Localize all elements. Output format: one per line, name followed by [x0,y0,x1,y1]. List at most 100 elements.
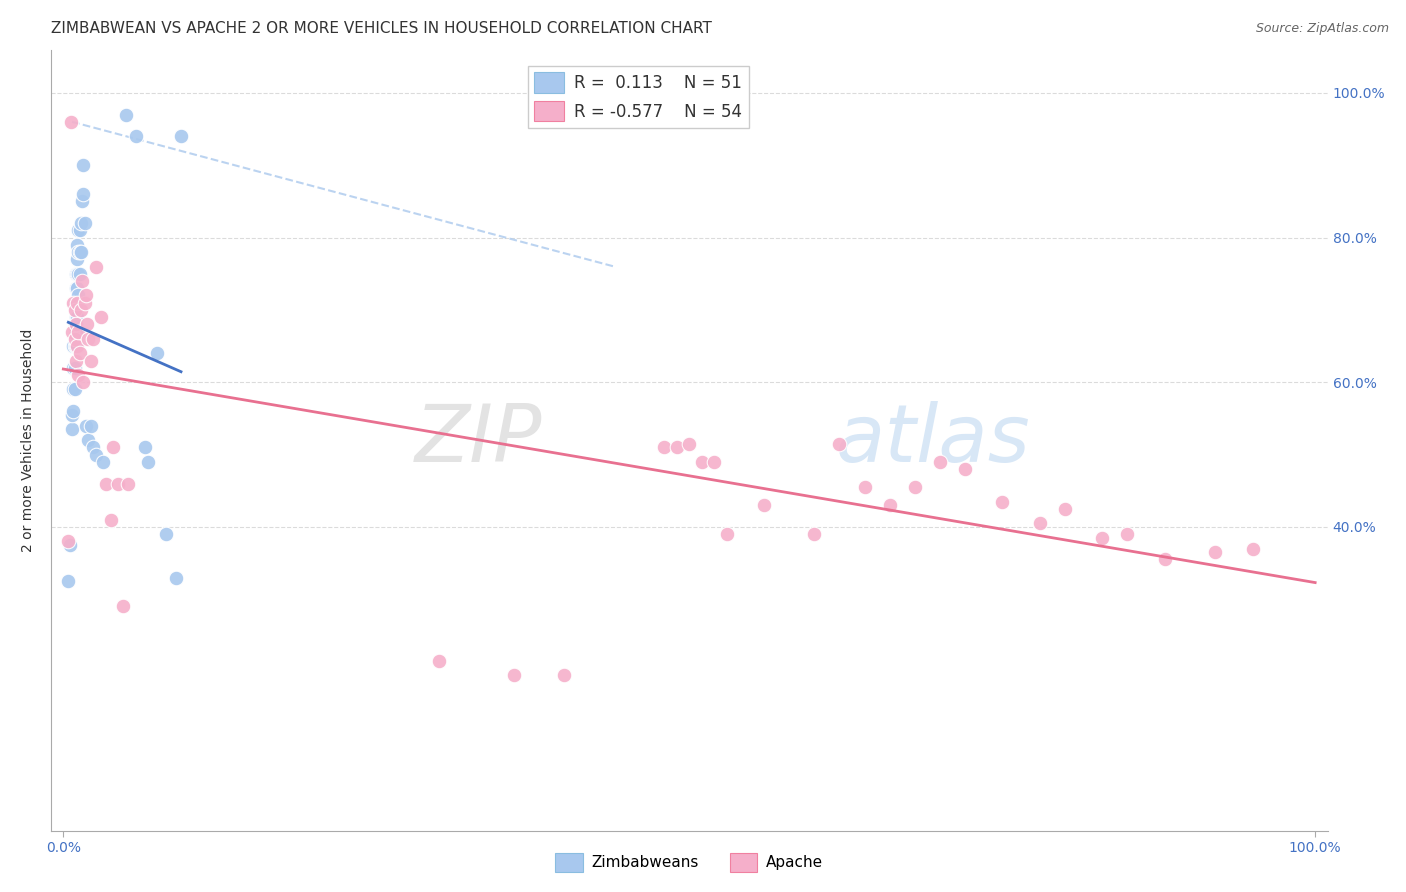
Point [879,498,901,512]
Point [67,245,90,260]
Point [155,527,177,541]
Point [72,187,94,202]
Point [76,318,98,332]
Point [72,158,94,172]
Point [117,476,139,491]
Point [80,353,103,368]
Point [67,267,90,281]
Point [503,668,526,682]
Point [67,368,90,382]
Point [60,422,83,436]
Point [84,260,107,274]
Point [63,383,86,397]
Point [953,462,976,476]
Point [93,455,115,469]
Point [165,570,187,584]
Point [107,476,129,491]
Point [67,288,90,302]
Point [991,494,1014,508]
Point [70,194,93,209]
Point [66,252,89,267]
Point [1204,545,1226,559]
Point [115,107,138,121]
Point [65,267,87,281]
Point [63,360,86,375]
Point [138,455,160,469]
Point [58,534,80,549]
Point [70,216,93,230]
Point [1053,501,1076,516]
Point [100,513,122,527]
Point [70,274,93,288]
Point [652,441,675,455]
Point [58,574,80,589]
Point [90,310,112,325]
Point [690,455,713,469]
Text: atlas: atlas [837,401,1031,479]
Point [58,538,80,552]
Point [65,339,87,353]
Point [62,383,84,397]
Point [1116,527,1139,541]
Point [1154,552,1177,566]
Point [903,480,925,494]
Point [75,418,97,433]
Point [66,295,89,310]
Point [94,476,117,491]
Point [1029,516,1052,531]
Point [112,599,135,614]
Point [703,455,725,469]
Point [69,245,91,260]
Point [73,216,96,230]
Point [62,404,84,418]
Point [69,346,91,360]
Point [63,332,86,346]
Point [60,408,83,422]
Point [125,129,148,144]
Point [62,339,84,353]
Point [65,353,87,368]
Point [67,325,90,339]
Point [853,480,876,494]
Point [66,267,89,281]
Point [66,281,89,295]
Point [65,281,87,295]
Point [170,129,193,144]
Point [828,436,851,450]
Point [82,441,104,455]
Point [77,332,100,346]
Point [77,433,100,447]
Point [1241,541,1264,556]
Point [146,346,169,360]
Text: Source: ZipAtlas.com: Source: ZipAtlas.com [1256,22,1389,36]
Point [66,237,89,252]
Point [65,318,87,332]
Point [1091,531,1114,545]
Point [69,267,91,281]
Point [553,668,575,682]
Point [59,115,82,129]
Point [67,223,90,237]
Point [427,654,450,668]
Point [73,295,96,310]
Text: ZIP: ZIP [415,401,543,479]
Text: ZIMBABWEAN VS APACHE 2 OR MORE VEHICLES IN HOUSEHOLD CORRELATION CHART: ZIMBABWEAN VS APACHE 2 OR MORE VEHICLES … [51,21,711,36]
Point [665,441,688,455]
Point [63,339,86,353]
Point [62,360,84,375]
Point [66,295,89,310]
Point [72,376,94,390]
Point [65,325,87,339]
Point [134,441,156,455]
Point [716,527,738,541]
Point [65,295,87,310]
Point [66,339,89,353]
Point [103,441,125,455]
Point [65,310,87,325]
Point [63,318,86,332]
Point [82,332,104,346]
Point [70,245,93,260]
Point [62,295,84,310]
Point [69,223,91,237]
Point [84,448,107,462]
